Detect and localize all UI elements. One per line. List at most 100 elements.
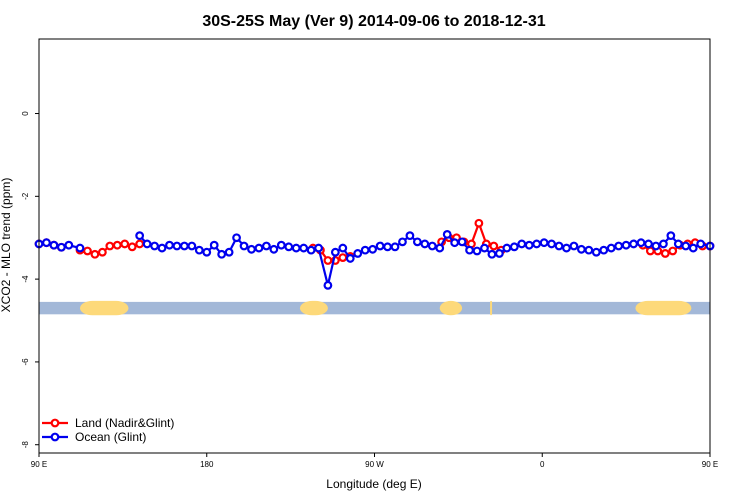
data-point-0-5 xyxy=(83,246,92,256)
data-point-1-17 xyxy=(217,249,227,259)
data-point-1-63 xyxy=(562,243,571,253)
data-point-0-8 xyxy=(105,241,115,251)
land-band-segment-3 xyxy=(490,300,493,316)
data-point-1-70 xyxy=(614,241,624,251)
data-point-1-45 xyxy=(427,241,437,251)
data-point-1-16 xyxy=(209,240,219,250)
legend-marker-0 xyxy=(50,418,60,428)
data-point-1-67 xyxy=(591,247,601,257)
data-point-1-10 xyxy=(165,240,174,250)
data-point-1-31 xyxy=(323,280,333,290)
surface-band xyxy=(39,300,710,316)
data-point-1-72 xyxy=(629,239,638,249)
y-tick-label-2: -4 xyxy=(21,275,30,283)
data-point-1-8 xyxy=(150,241,159,251)
data-point-1-50 xyxy=(465,245,474,255)
data-point-1-52 xyxy=(480,243,489,253)
data-point-1-14 xyxy=(194,245,204,255)
data-point-1-54 xyxy=(494,249,504,258)
data-point-1-60 xyxy=(539,238,549,248)
data-point-0-31 xyxy=(660,249,670,258)
y-tick-label-4: -8 xyxy=(21,441,30,449)
data-point-0-24 xyxy=(474,218,484,228)
data-point-1-33 xyxy=(338,243,348,253)
data-point-1-2 xyxy=(49,240,59,250)
y-axis-ticks: 0 -2 -4 -6 -8 xyxy=(21,111,39,449)
data-point-1-3 xyxy=(56,242,66,252)
data-point-1-62 xyxy=(554,241,564,251)
data-point-1-61 xyxy=(547,239,556,249)
legend-marker-1 xyxy=(50,432,60,442)
data-point-1-78 xyxy=(673,239,683,249)
data-point-1-34 xyxy=(345,254,355,263)
series-1 xyxy=(34,230,715,290)
data-point-1-48 xyxy=(450,238,460,248)
data-point-1-12 xyxy=(179,241,189,251)
y-tick-label-1: -2 xyxy=(21,192,30,200)
data-point-1-29 xyxy=(306,245,316,255)
data-point-1-79 xyxy=(681,241,691,251)
data-point-0-12 xyxy=(135,239,145,249)
y-tick-label-0: 0 xyxy=(21,111,30,116)
data-point-1-38 xyxy=(375,241,385,251)
data-point-1-36 xyxy=(360,245,370,255)
data-point-1-76 xyxy=(659,239,668,249)
data-point-1-58 xyxy=(524,240,534,250)
data-point-1-53 xyxy=(487,249,497,259)
chart-title: 30S-25S May (Ver 9) 2014-09-06 to 2018-1… xyxy=(202,13,545,30)
legend-entry-1: Ocean (Glint) xyxy=(75,430,146,444)
legend: Land (Nadir&Glint)Ocean (Glint) xyxy=(42,416,174,444)
land-band-segment-0 xyxy=(80,300,129,316)
data-point-0-11 xyxy=(127,242,137,252)
data-point-1-47 xyxy=(442,230,452,239)
data-point-0-17 xyxy=(338,253,348,262)
data-point-1-26 xyxy=(284,242,294,252)
x-axis-label: Longitude (deg E) xyxy=(326,477,421,491)
data-point-1-42 xyxy=(405,231,415,241)
data-point-1-15 xyxy=(202,247,212,257)
data-point-1-68 xyxy=(599,245,609,255)
data-point-1-9 xyxy=(157,243,167,253)
data-point-1-65 xyxy=(576,244,586,254)
data-point-1-49 xyxy=(457,237,467,247)
data-point-1-18 xyxy=(224,247,234,257)
data-point-1-13 xyxy=(187,241,197,251)
data-point-1-75 xyxy=(651,241,661,251)
data-point-1-64 xyxy=(569,241,579,251)
data-point-1-77 xyxy=(666,231,676,241)
land-band-segment-1 xyxy=(299,300,328,316)
data-point-1-66 xyxy=(584,245,594,255)
data-point-0-15 xyxy=(323,256,333,265)
data-point-1-74 xyxy=(644,239,653,249)
data-point-1-21 xyxy=(247,244,256,254)
data-point-1-28 xyxy=(299,243,309,253)
x-tick-label-1: 180 xyxy=(200,460,214,469)
data-point-1-41 xyxy=(398,237,407,247)
data-point-1-56 xyxy=(509,242,519,252)
data-point-1-55 xyxy=(502,243,512,253)
data-point-1-24 xyxy=(269,244,279,254)
data-point-1-5 xyxy=(75,243,85,253)
data-point-1-7 xyxy=(142,239,152,249)
ocean-band xyxy=(39,301,710,315)
data-point-1-39 xyxy=(383,242,392,252)
data-point-1-32 xyxy=(330,247,340,257)
data-point-1-81 xyxy=(696,239,706,249)
data-point-0-6 xyxy=(90,249,100,259)
x-tick-label-4: 90 E xyxy=(702,460,718,469)
data-point-1-11 xyxy=(172,241,182,251)
data-point-1-37 xyxy=(368,244,378,254)
data-point-1-1 xyxy=(42,238,51,248)
data-point-1-46 xyxy=(435,243,445,253)
data-point-0-26 xyxy=(489,241,499,251)
series-0 xyxy=(34,218,715,265)
data-point-1-25 xyxy=(276,240,286,250)
data-point-1-71 xyxy=(621,240,631,250)
data-point-0-10 xyxy=(120,239,130,249)
data-point-1-59 xyxy=(532,239,542,249)
data-point-1-6 xyxy=(135,231,145,241)
land-band-segment-4 xyxy=(635,300,692,316)
series-layer xyxy=(34,218,715,290)
data-point-0-32 xyxy=(668,246,678,256)
